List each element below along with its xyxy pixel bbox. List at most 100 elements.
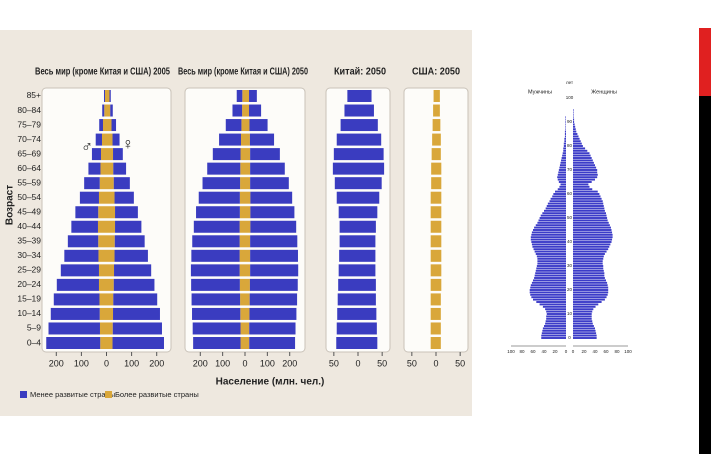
bar-male (98, 191, 107, 204)
bar-male (192, 322, 241, 335)
bar-male (99, 293, 107, 306)
bar-male (533, 248, 566, 251)
bar-female (106, 119, 112, 132)
bar-male (544, 209, 566, 212)
x-tick-label: 100 (74, 358, 89, 368)
bar-male (193, 220, 240, 233)
bar-male (99, 322, 107, 335)
bar-male (430, 249, 436, 262)
bar-male (347, 89, 358, 102)
bar-male (565, 125, 566, 128)
bar-male (240, 148, 245, 161)
bar-male (565, 116, 566, 119)
x-tick-label: 0 (355, 358, 360, 368)
bar-male (430, 293, 436, 306)
bar-female (113, 293, 158, 306)
bar-male (546, 205, 566, 207)
bar-male (239, 264, 245, 277)
bar-female (573, 159, 593, 162)
bar-female (250, 148, 280, 161)
bar-female (358, 104, 374, 117)
bar-female (573, 209, 605, 212)
bar-male (564, 137, 566, 140)
x-tick-label: 20 (581, 349, 587, 354)
y-tick-label: 80 (567, 143, 573, 148)
age-label: 35–39 (17, 236, 41, 246)
bar-male (198, 191, 240, 204)
panel-title: Весь мир (кроме Китая и США) 2050 (178, 67, 308, 78)
x-tick-label: 0 (565, 349, 568, 354)
age-label: 70–74 (17, 134, 41, 144)
bar-female (358, 119, 378, 132)
bar-male (544, 325, 566, 327)
bar-male (432, 119, 436, 132)
bar-female (573, 224, 610, 227)
x-tick-label: 100 (624, 349, 632, 354)
bar-male (565, 128, 566, 131)
bar-male (239, 206, 245, 219)
bar-male (537, 262, 566, 265)
bar-male (533, 279, 566, 282)
bar-female (245, 249, 251, 262)
bar-female (573, 260, 603, 263)
bar-male (565, 123, 566, 126)
bar-male (531, 233, 566, 236)
panel-title: США: 2050 (412, 67, 460, 78)
bar-male (541, 334, 566, 337)
bar-male (559, 166, 566, 169)
y-tick-label: 70 (567, 167, 573, 172)
bar-female (106, 162, 114, 175)
bar-male (98, 264, 107, 277)
bar-female (573, 317, 592, 320)
bar-female (573, 293, 608, 296)
bar-female (436, 133, 441, 146)
bar-female (573, 296, 607, 299)
bar-male (558, 171, 566, 174)
bar-male (430, 235, 436, 248)
bar-male (538, 219, 566, 222)
bar-male (433, 89, 436, 102)
bar-female (106, 191, 115, 204)
y-tick-label: 0 (568, 335, 571, 340)
legend-label: Более развитые страны (115, 390, 199, 399)
bar-male (84, 177, 100, 190)
bar-female (113, 148, 123, 161)
bar-female (249, 337, 296, 349)
y-tick-label: 100 (566, 95, 574, 100)
bar-male (433, 104, 436, 117)
bar-male (432, 133, 436, 146)
x-tick-label: 200 (282, 358, 297, 368)
bar-female (245, 235, 251, 248)
bar-female (109, 89, 111, 102)
bar-male (430, 307, 436, 320)
bar-female (106, 89, 110, 102)
bar-female (573, 337, 597, 339)
bar-male (430, 264, 436, 277)
bar-female (436, 119, 441, 132)
x-tick-label: 0 (572, 349, 575, 354)
legend-swatch (20, 391, 27, 398)
y-tick-label: 50 (567, 215, 573, 220)
x-tick-label: 200 (193, 358, 208, 368)
bar-female (573, 308, 594, 311)
bar-female (573, 320, 593, 323)
age-label: 45–49 (17, 206, 41, 216)
bar-female (106, 177, 114, 190)
bar-male (336, 133, 358, 146)
bar-female (573, 257, 604, 260)
x-tick-label: 0 (242, 358, 247, 368)
bar-male (240, 133, 245, 146)
bar-male (239, 220, 245, 233)
bar-male (241, 119, 245, 132)
bar-male (563, 149, 566, 152)
bar-male (339, 235, 358, 248)
bar-female (106, 337, 113, 349)
bar-male (430, 278, 436, 291)
age-label: 40–44 (17, 221, 41, 231)
bar-female (573, 334, 597, 337)
bar-female (573, 214, 607, 217)
bar-female (436, 148, 441, 161)
bar-male (79, 191, 99, 204)
bar-male (533, 229, 566, 231)
